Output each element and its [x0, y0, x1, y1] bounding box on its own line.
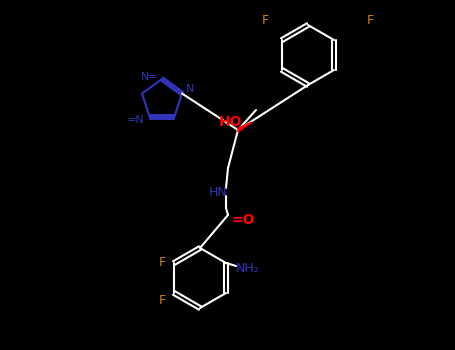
Text: F: F	[262, 14, 268, 27]
Text: F: F	[158, 294, 166, 308]
Polygon shape	[238, 122, 252, 132]
Text: NH₂: NH₂	[236, 261, 260, 274]
Text: N: N	[186, 84, 194, 93]
Text: =O: =O	[231, 213, 255, 227]
Text: F: F	[366, 14, 374, 27]
Text: HO: HO	[218, 115, 242, 129]
Text: =N: =N	[127, 115, 145, 125]
Text: N=: N=	[141, 72, 159, 82]
Text: HN: HN	[209, 187, 228, 199]
Text: F: F	[158, 257, 166, 270]
